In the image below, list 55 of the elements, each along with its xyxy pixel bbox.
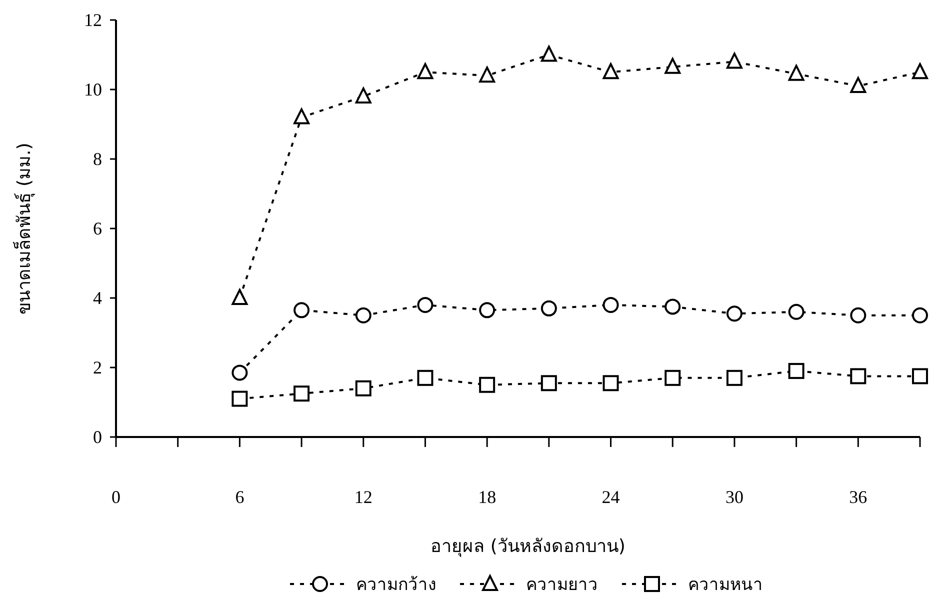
legend-label: ความหนา	[688, 575, 763, 595]
x-tick-label: 0	[112, 487, 120, 507]
y-tick-label: 10	[84, 80, 102, 100]
y-tick-label: 2	[93, 358, 102, 378]
point	[602, 296, 619, 313]
point	[664, 298, 681, 315]
point	[417, 63, 434, 80]
point	[355, 307, 372, 324]
point	[912, 63, 928, 80]
y-tick-label: 0	[93, 427, 102, 447]
point	[788, 64, 804, 81]
point	[355, 87, 372, 104]
legend-label: ความยาว	[526, 575, 598, 595]
point	[664, 370, 681, 386]
point	[540, 46, 557, 62]
x-tick-label: 30	[725, 487, 744, 507]
point	[417, 296, 434, 313]
point	[232, 289, 248, 305]
point	[912, 307, 928, 324]
point	[417, 370, 434, 386]
point	[664, 58, 681, 74]
y-tick-label: 6	[93, 218, 102, 238]
point	[232, 390, 248, 407]
point	[850, 77, 866, 94]
y-axis-title: ขนาดเมล็ดพันธุ์ (มม.)	[12, 142, 35, 314]
x-tick-label: 36	[849, 487, 868, 507]
point	[479, 376, 496, 393]
point	[355, 380, 372, 396]
point	[294, 108, 310, 124]
point	[294, 302, 310, 318]
point	[294, 386, 310, 402]
point	[726, 52, 742, 69]
point	[850, 368, 866, 384]
y-tick-label: 4	[93, 288, 102, 308]
point	[726, 370, 742, 386]
point	[912, 368, 928, 384]
point	[602, 63, 619, 80]
point	[788, 304, 804, 320]
legend-label: ความกว้าง	[356, 575, 436, 595]
x-tick-label: 12	[354, 487, 372, 507]
point	[479, 66, 496, 83]
point	[232, 364, 248, 381]
point	[602, 375, 619, 392]
point	[726, 306, 742, 322]
point	[479, 302, 496, 318]
y-tick-label: 8	[93, 149, 102, 169]
x-tick-label: 24	[602, 487, 620, 507]
point	[540, 300, 557, 316]
point	[850, 307, 866, 324]
x-axis-title: อายุผล (วันหลังดอกบาน)	[430, 536, 626, 557]
point	[788, 362, 804, 379]
x-tick-label: 6	[235, 487, 244, 507]
y-tick-label: 12	[84, 10, 102, 30]
point	[540, 375, 557, 392]
x-tick-label: 18	[478, 487, 496, 507]
